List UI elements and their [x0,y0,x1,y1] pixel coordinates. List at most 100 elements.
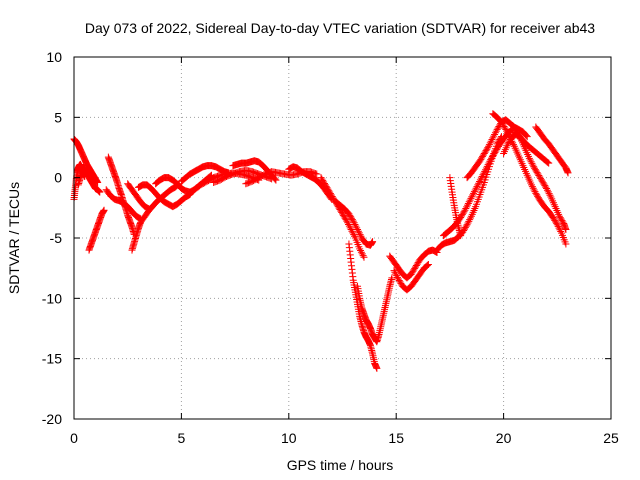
data-point [534,170,542,178]
data-point [505,138,513,146]
data-point [395,276,403,284]
data-point [504,130,512,138]
data-point [549,213,557,221]
data-point [503,129,511,137]
data-point [557,227,565,235]
data-point [356,245,364,253]
chart-title: Day 073 of 2022, Sidereal Day-to-day VTE… [85,20,595,36]
data-point [325,187,333,195]
data-point [272,176,280,184]
data-point [539,179,547,187]
data-point [354,227,362,235]
data-point [357,248,365,256]
data-point [390,267,398,275]
data-point [350,231,358,239]
data-point [396,278,404,286]
data-point [478,172,486,180]
data-point [483,145,491,153]
series-arc28 [500,130,570,234]
data-point [464,199,472,207]
data-point [344,219,352,227]
y-tick-label: -5 [50,230,63,246]
data-point [555,212,563,220]
series-arc6 [102,186,145,223]
data-point [467,194,475,202]
y-tick-label: -15 [42,351,62,367]
data-point [552,219,560,227]
data-point [499,121,507,129]
data-point [527,158,535,166]
data-point [488,136,496,144]
x-tick-label: 0 [70,430,78,446]
data-point [347,226,355,234]
data-point [328,192,336,200]
data-point [494,144,502,152]
data-point [321,181,329,189]
data-point [458,211,466,219]
data-point [471,186,479,194]
x-tick-label: 5 [178,430,186,446]
data-point [397,279,405,287]
data-point [528,181,536,189]
data-point [545,159,553,167]
data-point [477,155,485,163]
data-point [476,176,484,184]
data-point [531,188,539,196]
data-point [346,224,354,232]
data-point [391,268,399,276]
data-point [509,141,517,149]
data-point [528,183,536,191]
data-point [537,174,545,182]
data-point [323,184,331,192]
data-point [349,229,357,237]
data-point [556,214,564,222]
data-point [479,152,487,160]
data-point [409,267,417,275]
data-point [468,193,476,201]
data-point [476,157,484,165]
data-point [562,240,570,248]
data-point [530,186,538,194]
data-point [465,198,473,206]
data-point [485,142,493,150]
data-point [482,147,490,155]
data-point [487,156,495,164]
x-tick-label: 20 [496,430,512,446]
data-point [489,134,497,142]
data-point [411,264,419,272]
data-point [532,167,540,175]
x-tick-label: 10 [281,430,297,446]
series-arc25 [446,174,465,240]
data-point [488,154,496,162]
data-point [489,151,497,159]
data-point [342,216,350,224]
data-point [357,232,365,240]
data-point [543,186,551,194]
data-point [481,148,489,156]
data-point [358,250,366,258]
data-point [482,164,490,172]
series-arc3 [74,166,104,196]
data-point [479,151,487,159]
data-point [326,188,334,196]
data-point [533,191,541,199]
data-point [412,262,420,270]
data-point [555,224,563,232]
data-point [461,206,469,214]
data-point [546,191,554,199]
data-point [327,191,335,199]
data-point [414,259,422,267]
data-point [491,129,499,137]
data-point [543,185,551,193]
data-point [482,166,490,174]
data-point [339,210,346,218]
data-point [470,188,478,196]
data-point [490,132,498,140]
data-point [558,217,566,225]
data-point [480,169,488,177]
data-point [531,166,539,174]
data-point [474,181,482,189]
data-point [350,219,358,227]
data-point [498,120,506,128]
